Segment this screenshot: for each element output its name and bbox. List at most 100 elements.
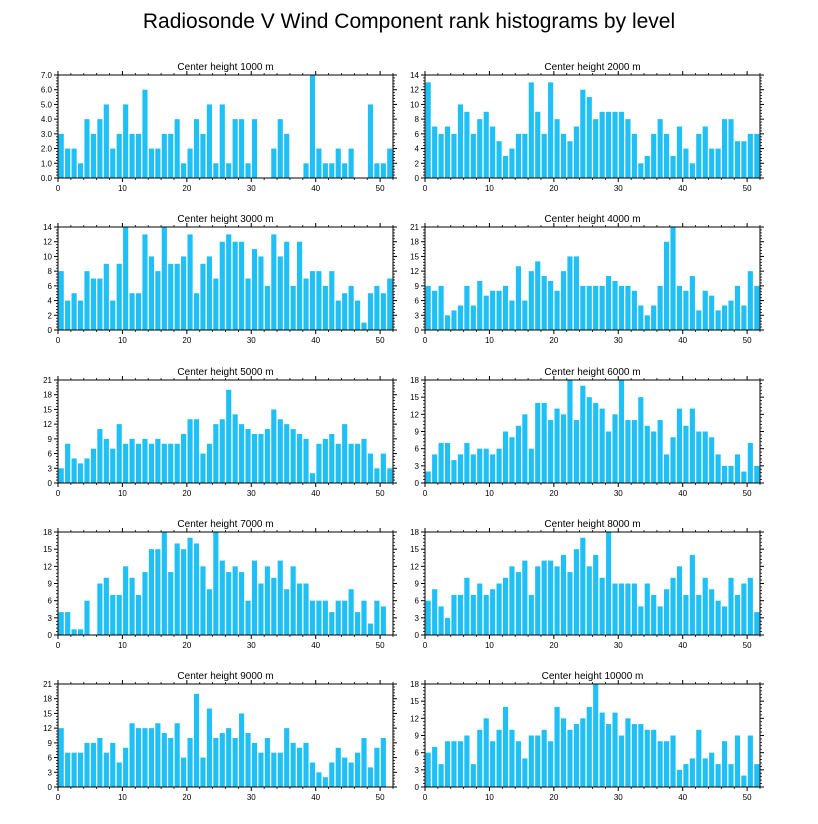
x-tick-label: 10 [485,184,494,193]
y-tick-label: 21 [43,680,52,689]
histogram-panel-8: Center height 8000 m 0 3 6 9 12 15 18 0 10 20 30 40 5… [410,519,764,650]
histogram-bar [309,75,316,178]
histogram-bar [741,775,747,787]
histogram-bar [451,460,457,483]
histogram-bar [380,163,386,178]
histogram-bar [193,293,200,330]
histogram-bar [148,148,154,178]
histogram-bar [657,420,663,483]
histogram-bar [58,133,64,178]
histogram-bar [200,133,206,178]
y-tick-label: 18 [410,528,419,537]
histogram-bar [425,471,431,483]
histogram-bar [206,589,212,635]
histogram-bar [554,566,560,635]
histogram-bar [219,733,225,787]
histogram-bar [65,148,71,178]
histogram-bar [502,577,509,635]
histogram-bar [644,315,650,330]
histogram-bar [535,261,541,330]
histogram-bar [470,454,476,483]
y-tick-label: 18 [410,376,419,385]
histogram-bar [277,256,283,330]
histogram-panel-6: Center height 6000 m 0 3 6 9 12 15 18 0 10 20 30 40 5… [410,367,764,498]
histogram-bar [425,285,431,330]
histogram-bar [97,278,103,330]
histogram-bar [702,758,708,787]
histogram-bar [213,737,219,787]
histogram-bar [290,742,296,787]
histogram-bar [103,104,109,178]
histogram-bar [271,577,277,635]
histogram-bar [181,433,187,483]
x-tick-label: 0 [423,489,428,498]
histogram-bar [103,577,109,635]
x-tick-label: 40 [311,489,320,498]
histogram-bar [651,729,657,787]
histogram-bar [734,454,741,483]
histogram-bar [606,111,612,178]
histogram-bar [71,752,77,787]
histogram-bar [303,742,309,787]
histogram-bar [361,600,367,635]
x-tick-label: 40 [311,184,320,193]
histogram-bar [329,762,335,787]
histogram-bar [226,234,232,330]
histogram-bar [367,104,374,178]
histogram-bar [606,431,612,483]
histogram-bar [335,300,341,330]
histogram-bar [593,554,599,635]
histogram-bar [116,594,122,635]
histogram-bar [374,468,380,483]
histogram-bar [741,305,747,330]
histogram-bar [335,747,341,787]
histogram-bar [593,402,599,483]
histogram-bar [322,600,328,635]
histogram-bar [496,448,502,483]
histogram-bar [728,764,734,787]
histogram-bar [168,443,174,483]
y-tick-label: 18 [410,238,419,247]
histogram-panel-1: Center height 1000 m 0.0 1.0 2.0 3.0 4.0 5.0 6.… [41,62,397,193]
histogram-bar [110,594,116,635]
panel-title: Center height 9000 m [177,671,273,682]
histogram-bar [258,433,264,483]
histogram-bar [432,746,438,787]
histogram-bar [245,429,251,483]
histogram-bar [342,163,348,178]
histogram-bar [316,772,322,787]
histogram-bar [477,583,483,635]
y-tick-label: 2 [415,159,420,168]
y-tick-label: 0 [48,631,53,640]
histogram-bar [284,589,290,635]
histogram-bar [696,431,702,483]
histogram-bar [721,305,728,330]
histogram-bar [689,408,695,483]
histogram-bar [709,589,715,635]
histogram-bar [444,617,451,635]
histogram-bar [567,141,573,178]
histogram-bar [200,566,206,635]
histogram-bar [741,471,747,483]
histogram-bar [251,742,258,787]
histogram-bar [599,577,605,635]
histogram-bar [71,293,77,330]
histogram-panel-7: Center height 7000 m 0 3 6 9 12 15 18 0 10 20 30 40 5… [43,519,397,650]
histogram-bar [606,532,612,635]
histogram-bar [174,263,180,330]
y-tick-label: 3 [48,768,53,777]
x-tick-label: 30 [614,641,623,650]
histogram-bar [213,163,219,178]
histogram-bar [206,708,212,787]
histogram-bar [664,589,670,635]
histogram-bar [271,234,277,330]
histogram-bar [535,402,541,483]
histogram-bar [522,560,528,635]
histogram-bar [129,438,135,483]
histogram-bar [676,126,683,178]
histogram-bar [477,280,483,330]
histogram-bar [451,741,457,787]
histogram-bar [271,409,277,483]
histogram-bar [219,241,225,330]
histogram-bar [522,414,528,483]
